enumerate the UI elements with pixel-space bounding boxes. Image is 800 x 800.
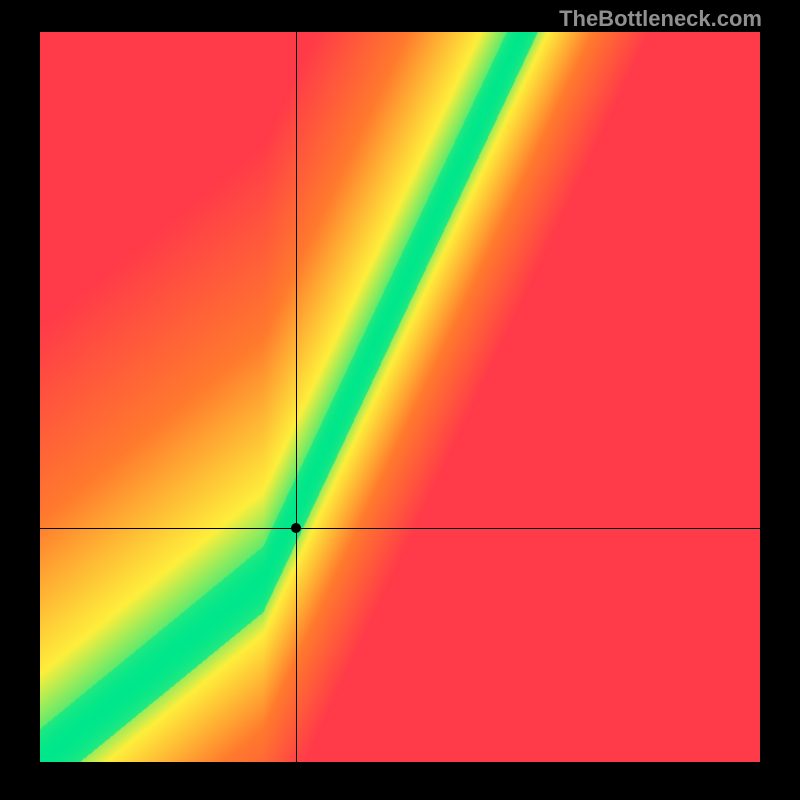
chart-container: TheBottleneck.com — [0, 0, 800, 800]
marker-dot — [291, 523, 301, 533]
plot-area — [40, 32, 760, 762]
heatmap-canvas — [40, 32, 760, 762]
crosshair-vertical — [296, 32, 297, 762]
watermark-text: TheBottleneck.com — [559, 6, 762, 32]
crosshair-horizontal — [40, 528, 760, 529]
